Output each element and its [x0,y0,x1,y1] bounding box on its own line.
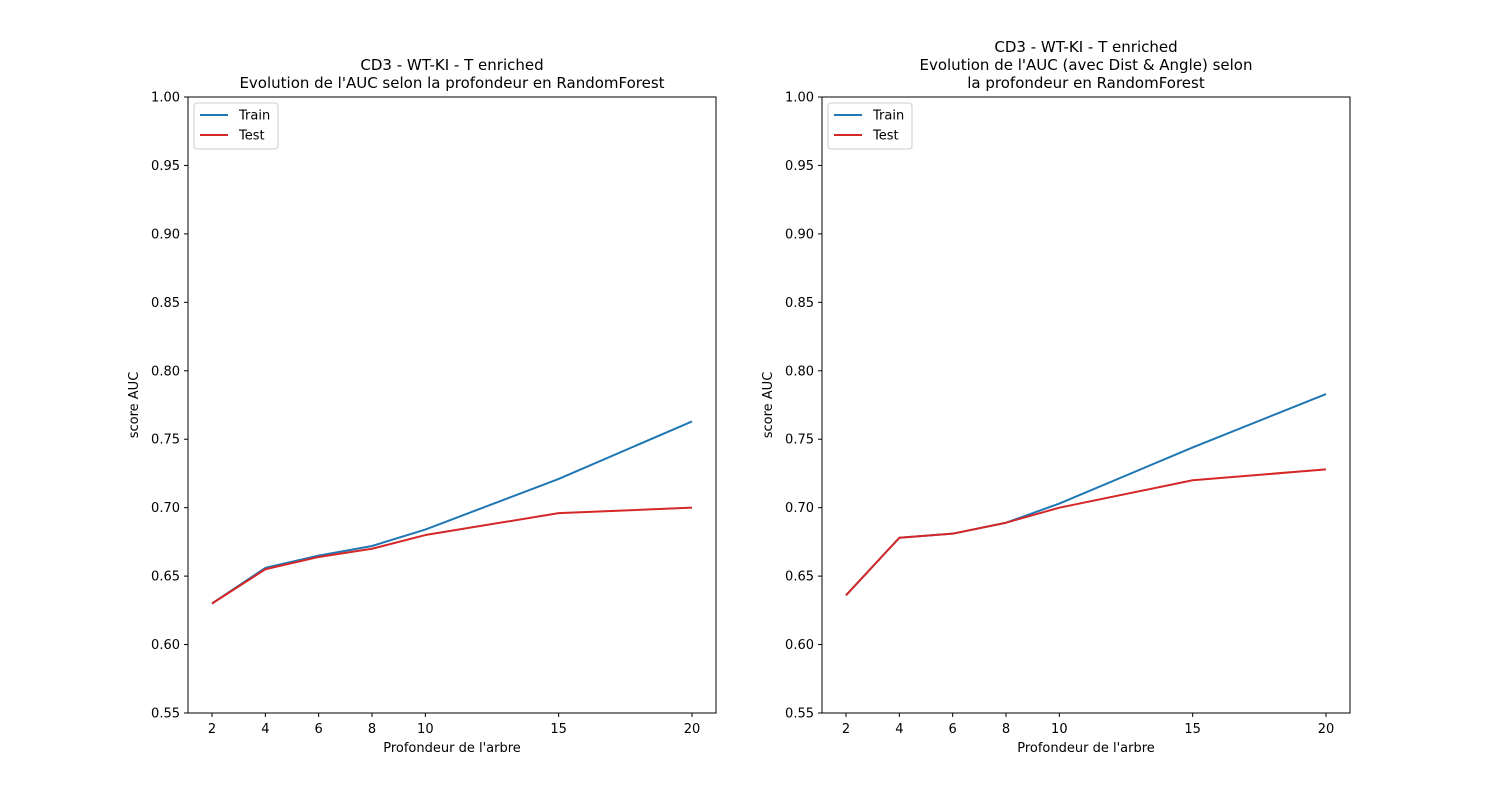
legend-label: Test [238,129,265,144]
series-line-test [211,506,693,605]
x-tick-label: 6 [315,722,323,737]
chart-title-line: CD3 - WT-KI - T enriched [994,38,1177,56]
plot-area: 0.55 0.60 0.65 0.70 0.75 0.80 0.85 0.90 0.95 1.00… [151,91,717,737]
y-tick-label: 0.70 [151,501,180,516]
y-tick-label: 0.95 [151,159,180,174]
chart-title: CD3 - WT-KI - T enriched Evolution de l'… [919,38,1252,92]
x-tick-label: 2 [842,722,850,737]
x-tick-label: 10 [1051,722,1068,737]
legend: Train Test [827,102,913,150]
chart-title-line: Evolution de l'AUC (avec Dist & Angle) s… [919,56,1252,74]
x-tick-label: 2 [208,722,216,737]
x-tick-label: 15 [550,722,567,737]
y-tick-label: 0.85 [785,296,814,311]
axes-frame [187,96,717,714]
legend-label: Test [872,129,899,144]
x-tick-label: 15 [1184,722,1201,737]
x-tick-label: 6 [949,722,957,737]
y-tick-label: 0.60 [151,638,180,653]
y-tick-label: 0.85 [151,296,180,311]
y-axis-label: score AUC [127,372,142,439]
legend: Train Test [193,102,279,150]
y-tick-label: 0.75 [785,433,814,448]
y-axis-label: score AUC [761,372,776,439]
chart-title-line: la profondeur en RandomForest [967,74,1205,92]
y-tick-label: 1.00 [151,91,180,106]
legend-label: Train [238,109,270,124]
y-tick-label: 0.80 [785,364,814,379]
y-tick-label: 0.90 [785,227,814,242]
y-tick-label: 0.90 [151,227,180,242]
series-line-test [845,468,1327,596]
chart-title-line: Evolution de l'AUC selon la profondeur e… [239,74,664,92]
y-tick-label: 0.65 [151,570,180,585]
y-tick-label: 0.80 [151,364,180,379]
legend-label: Train [872,109,904,124]
chart-right: CD3 - WT-KI - T enriched Evolution de l'… [761,38,1351,756]
x-tick-label: 20 [1318,722,1335,737]
chart-left: CD3 - WT-KI - T enriched Evolution de l'… [127,56,717,756]
x-axis-label: Profondeur de l'arbre [383,741,521,756]
x-tick-label: 4 [261,722,269,737]
chart-title: CD3 - WT-KI - T enriched Evolution de l'… [239,56,664,92]
y-tick-label: 0.55 [151,707,180,722]
chart-title-line: CD3 - WT-KI - T enriched [360,56,543,74]
x-axis-label: Profondeur de l'arbre [1017,741,1155,756]
x-tick-label: 8 [368,722,376,737]
series-line-train [211,420,693,605]
plot-area: 0.55 0.60 0.65 0.70 0.75 0.80 0.85 0.90 0.95 1.00… [785,91,1351,737]
y-tick-label: 0.60 [785,638,814,653]
x-tick-label: 20 [684,722,701,737]
y-tick-label: 0.65 [785,570,814,585]
x-tick-label: 4 [895,722,903,737]
x-tick-label: 8 [1002,722,1010,737]
y-tick-label: 0.95 [785,159,814,174]
y-tick-label: 1.00 [785,91,814,106]
axes-frame [821,96,1351,714]
y-tick-label: 0.55 [785,707,814,722]
y-tick-label: 0.70 [785,501,814,516]
x-tick-label: 10 [417,722,434,737]
y-tick-label: 0.75 [151,433,180,448]
